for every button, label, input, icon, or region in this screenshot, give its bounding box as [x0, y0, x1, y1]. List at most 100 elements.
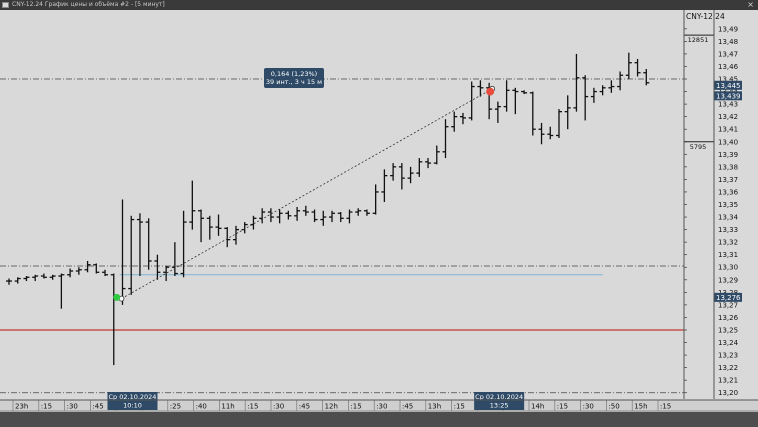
- y-tick-label: 13,24: [718, 339, 739, 347]
- ohlc-bar: [224, 227, 231, 248]
- measure-tool[interactable]: 0,164 (1,23%)39 инт., 3 ч 15 м: [113, 68, 496, 302]
- ohlc-bar: [259, 208, 266, 224]
- ohlc-bar: [390, 163, 397, 181]
- y-tick-label: 13,41: [718, 126, 738, 134]
- y-tick-label: 13,21: [718, 377, 738, 385]
- x-tick-label: :15: [557, 403, 568, 411]
- ohlc-bar: [232, 225, 239, 245]
- y-tick-label: 13,33: [718, 226, 738, 234]
- ohlc-bar: [407, 166, 414, 184]
- ohlc-bar: [503, 80, 510, 112]
- y-tick-label: 13,22: [718, 364, 738, 372]
- price-chart[interactable]: 0,164 (1,23%)39 инт., 3 ч 15 м 13,49 13,4…: [0, 10, 758, 427]
- ohlc-bar: [67, 268, 74, 278]
- y-tick-label: 13,32: [718, 239, 738, 247]
- x-tick-label: :15: [660, 403, 671, 411]
- ohlc-bar: [102, 269, 109, 277]
- ohlc-bar: [451, 111, 458, 132]
- y-tick-label: 13,43: [718, 101, 738, 109]
- title-bar[interactable]: CNY-12.24 График цены и объёма #2 - [5 м…: [0, 0, 758, 10]
- y-tick-label: 13,31: [718, 251, 738, 259]
- ohlc-bar: [49, 274, 56, 280]
- x-tick-label: :30: [273, 403, 284, 411]
- ohlc-bar: [564, 95, 571, 130]
- x-tick-label: 14h: [531, 403, 544, 411]
- ohlc-bar: [206, 215, 213, 240]
- entry-point-marker: [113, 293, 121, 301]
- ohlc-bar: [145, 218, 152, 270]
- y-tick-label: 13,47: [718, 50, 738, 58]
- x-tick-label: :30: [67, 403, 78, 411]
- ohlc-bar: [58, 273, 65, 309]
- y-tick-label: 13,26: [718, 314, 739, 322]
- ohlc-bar: [276, 209, 283, 224]
- ohlc-bar: [285, 210, 292, 220]
- ohlc-bar: [599, 85, 606, 96]
- ohlc-bar: [459, 112, 466, 125]
- y-tick-label: 13,42: [718, 113, 738, 121]
- ohlc-bar: [346, 209, 353, 224]
- ohlc-bar: [320, 210, 327, 226]
- x-tick-label: :45: [402, 403, 413, 411]
- price-tag-label: 13,276: [716, 294, 741, 302]
- x-tick-label: :15: [247, 403, 258, 411]
- y-tick-label: 13,40: [718, 138, 738, 146]
- ohlc-bar: [40, 273, 47, 279]
- window-bottom: [0, 412, 758, 427]
- x-tick-label: 13h: [428, 403, 441, 411]
- ohlc-bar: [180, 210, 187, 278]
- ohlc-bar: [128, 215, 135, 295]
- x-tick-label: 12h: [325, 403, 338, 411]
- y-tick-label: 13,45: [718, 76, 738, 84]
- ohlc-bar: [215, 214, 222, 236]
- chart-app-icon: [2, 2, 9, 8]
- volume-mark-label: 12851: [688, 36, 709, 44]
- ohlc-bar: [337, 212, 344, 223]
- ohlc-bar: [643, 68, 650, 86]
- volume-mark-label: 5795: [690, 143, 707, 151]
- ohlc-bar: [302, 205, 309, 216]
- plot-area[interactable]: [0, 10, 684, 400]
- ohlc-bar: [617, 71, 624, 91]
- ohlc-bar: [198, 209, 205, 243]
- ohlc-bar: [608, 80, 615, 93]
- y-tick-label: 13,20: [718, 389, 738, 397]
- y-tick-label: 13,23: [718, 352, 738, 360]
- window-title: CNY-12.24 График цены и объёма #2 - [5 м…: [12, 1, 165, 8]
- ohlc-bar: [582, 75, 589, 121]
- ohlc-bar: [14, 277, 21, 284]
- x-tick-label: :15: [454, 403, 465, 411]
- y-tick-label: 13,38: [718, 163, 738, 171]
- y-tick-label: 13,39: [718, 151, 738, 159]
- ohlc-bar: [171, 242, 178, 277]
- y-tick-label: 13,46: [718, 63, 739, 71]
- exit-point-marker: [486, 87, 495, 96]
- ohlc-bar: [32, 274, 39, 282]
- ohlc-bar: [555, 109, 562, 138]
- y-tick-label: 13,49: [718, 25, 738, 33]
- price-tag-label: 13,439: [716, 93, 741, 101]
- close-icon[interactable]: ×: [747, 0, 754, 9]
- price-axis[interactable]: [684, 10, 758, 400]
- y-tick-label: 13,29: [718, 276, 738, 284]
- x-tick-label: 23h: [15, 403, 28, 411]
- ohlc-bar: [154, 254, 161, 280]
- x-tick-label: :30: [376, 403, 387, 411]
- x-tick-label: :25: [170, 403, 181, 411]
- x-tick-label: :50: [608, 403, 619, 411]
- y-tick-label: 13,35: [718, 201, 738, 209]
- ohlc-bars: [6, 52, 650, 366]
- ohlc-bar: [512, 87, 519, 115]
- price-tag-label: 13,445: [716, 82, 741, 90]
- ohlc-bar: [23, 276, 30, 282]
- y-tick-label: 13,36: [718, 188, 739, 196]
- ohlc-bar: [75, 267, 82, 275]
- y-tick-label: 13,37: [718, 176, 738, 184]
- ohlc-bar: [372, 184, 379, 215]
- ohlc-bar: [547, 126, 554, 140]
- ohlc-bar: [363, 209, 370, 216]
- ohlc-bar: [189, 180, 196, 230]
- y-tick-label: 13,48: [718, 38, 738, 46]
- measure-line: [121, 88, 493, 299]
